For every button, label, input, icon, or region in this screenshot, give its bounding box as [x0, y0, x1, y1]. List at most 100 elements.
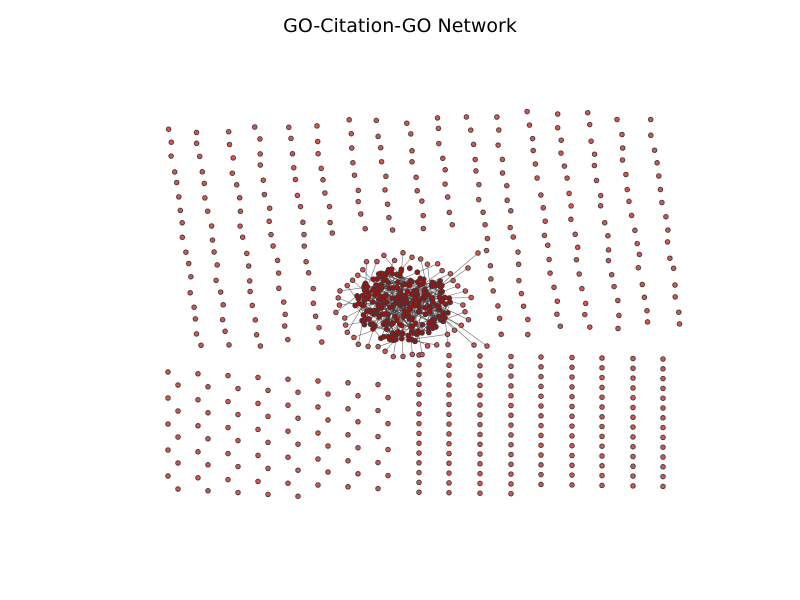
isolated-node [647, 116, 654, 123]
cluster-node [378, 283, 385, 290]
cluster-node [417, 275, 424, 282]
isolated-node [616, 312, 622, 319]
cluster-node [365, 343, 371, 350]
isolated-node [268, 231, 274, 238]
isolated-node [252, 317, 259, 323]
isolated-node [508, 461, 514, 468]
isolated-node [507, 224, 513, 231]
isolated-node [446, 401, 452, 408]
isolated-node [285, 336, 291, 343]
isolated-node [165, 395, 171, 401]
isolated-node [322, 190, 328, 196]
isolated-node [476, 181, 482, 188]
cluster-node [344, 282, 350, 289]
cluster-node [394, 328, 401, 335]
isolated-node [660, 434, 666, 441]
cluster-node [390, 353, 397, 360]
cluster-node [407, 306, 413, 313]
isolated-node [286, 124, 292, 131]
cluster-node [393, 271, 400, 278]
isolated-node [542, 218, 548, 224]
cluster-node [416, 303, 422, 310]
isolated-node [420, 212, 426, 219]
isolated-node [515, 249, 521, 255]
cluster-node [435, 313, 442, 320]
isolated-node [487, 263, 494, 269]
isolated-node [508, 481, 514, 487]
isolated-node [477, 372, 483, 379]
cluster-node [460, 302, 466, 308]
isolated-node [349, 145, 355, 151]
cluster-node [335, 295, 341, 301]
cluster-node [430, 283, 437, 289]
cluster-node [366, 316, 372, 322]
isolated-node [377, 144, 384, 151]
isolated-node [253, 332, 260, 338]
isolated-node [630, 453, 636, 460]
isolated-node [446, 421, 452, 427]
isolated-node [582, 311, 588, 318]
isolated-node [211, 249, 217, 255]
cluster-node [383, 277, 389, 284]
isolated-node [446, 450, 452, 457]
isolated-node [385, 446, 391, 453]
isolated-node [504, 182, 510, 189]
isolated-node [185, 260, 192, 267]
isolated-node [672, 294, 678, 300]
isolated-node [495, 142, 501, 148]
isolated-node [477, 441, 483, 447]
isolated-node [499, 156, 506, 163]
isolated-node [593, 177, 600, 184]
isolated-node [619, 157, 626, 163]
isolated-node [599, 443, 605, 449]
isolated-node [599, 365, 605, 371]
isolated-node [409, 159, 415, 165]
isolated-node [355, 187, 362, 194]
isolated-node [508, 402, 514, 409]
isolated-node [292, 176, 299, 183]
isolated-node [281, 323, 288, 329]
isolated-node [587, 324, 593, 330]
isolated-node [582, 300, 589, 307]
cluster-node [406, 265, 413, 272]
cluster-node [342, 322, 349, 328]
isolated-node [205, 488, 211, 494]
isolated-node [538, 471, 544, 478]
cluster-node [383, 326, 390, 332]
cluster-node [433, 342, 440, 348]
cluster-node [447, 270, 454, 277]
isolated-node [249, 302, 256, 309]
cluster-node [413, 288, 420, 295]
isolated-node [480, 209, 486, 216]
isolated-node [295, 467, 301, 473]
isolated-node [285, 402, 291, 408]
isolated-node [202, 195, 208, 201]
isolated-node [325, 443, 331, 449]
cluster-node [484, 343, 490, 349]
isolated-node [657, 186, 664, 193]
isolated-node [660, 366, 666, 372]
isolated-node [404, 120, 410, 126]
network-edge [367, 261, 378, 288]
cluster-node [439, 288, 446, 295]
isolated-node [498, 331, 504, 338]
isolated-node [214, 262, 220, 268]
network-edge [375, 263, 438, 291]
isolated-node [494, 114, 500, 120]
isolated-node [375, 133, 381, 140]
isolated-node [599, 423, 605, 430]
isolated-node [305, 270, 312, 276]
isolated-node [508, 471, 514, 477]
isolated-node [651, 147, 658, 153]
isolated-node [282, 311, 288, 318]
isolated-node [554, 311, 560, 317]
isolated-node [630, 443, 636, 450]
cluster-node [336, 302, 343, 308]
network-edge [396, 252, 404, 320]
cluster-node [424, 261, 431, 267]
isolated-node [416, 489, 422, 495]
isolated-node [566, 190, 572, 197]
isolated-node [635, 264, 642, 271]
isolated-node [496, 315, 503, 322]
